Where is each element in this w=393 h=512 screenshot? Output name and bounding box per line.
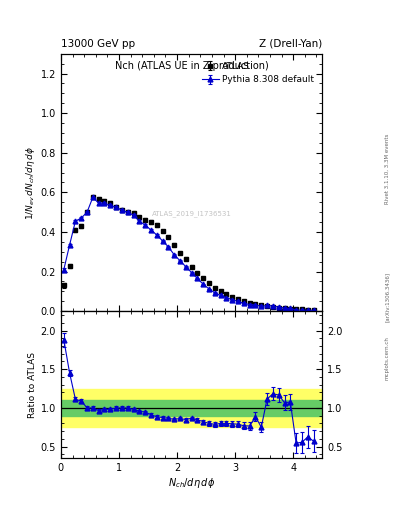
Text: Nch (ATLAS UE in Z production): Nch (ATLAS UE in Z production) (115, 61, 268, 72)
Text: 13000 GeV pp: 13000 GeV pp (61, 38, 135, 49)
Text: Rivet 3.1.10, 3.3M events: Rivet 3.1.10, 3.3M events (385, 134, 389, 204)
Text: Z (Drell-Yan): Z (Drell-Yan) (259, 38, 322, 49)
Legend: ATLAS, Pythia 8.308 default: ATLAS, Pythia 8.308 default (199, 58, 318, 88)
Text: mcplots.cern.ch: mcplots.cern.ch (385, 336, 389, 380)
X-axis label: $N_{ch}/d\eta\,d\phi$: $N_{ch}/d\eta\,d\phi$ (168, 476, 215, 490)
Y-axis label: Ratio to ATLAS: Ratio to ATLAS (28, 352, 37, 418)
Y-axis label: $1/N_{ev}\,dN_{ch}/d\eta\,d\phi$: $1/N_{ev}\,dN_{ch}/d\eta\,d\phi$ (24, 145, 37, 220)
Text: [arXiv:1306.3436]: [arXiv:1306.3436] (385, 272, 389, 322)
Text: ATLAS_2019_I1736531: ATLAS_2019_I1736531 (152, 210, 231, 217)
